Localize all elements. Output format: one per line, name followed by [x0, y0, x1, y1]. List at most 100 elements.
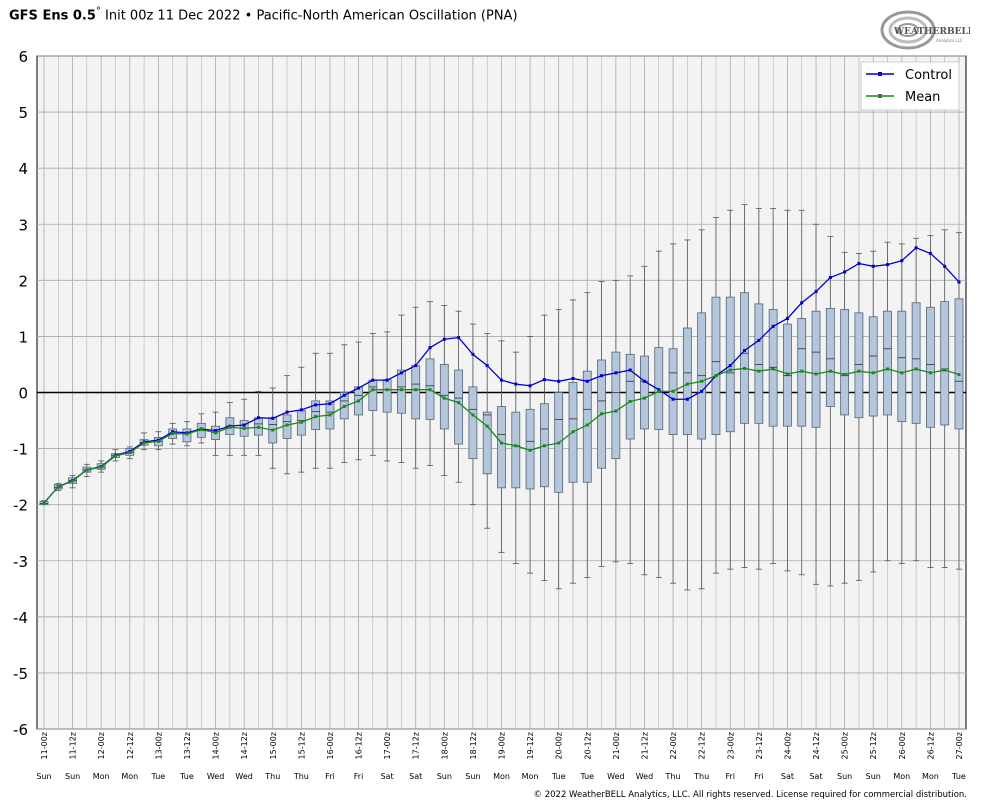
x-tick-label: 17-12z	[412, 732, 421, 759]
product-name: Pacific-North American Oscillation (PNA)	[256, 8, 518, 24]
control-point	[671, 397, 675, 401]
x-day-label: Mon	[121, 772, 138, 781]
control-point	[242, 423, 246, 427]
x-tick-label: 12-00z	[97, 732, 106, 759]
control-point	[500, 378, 503, 382]
mean-point	[471, 413, 475, 417]
x-tick-label: 17-00z	[383, 732, 392, 759]
x-tick-label: 20-12z	[583, 732, 592, 759]
model-name: GFS Ens 0.5	[9, 8, 96, 24]
y-tick-label: 5	[18, 104, 28, 122]
y-tick-label: 1	[18, 328, 28, 346]
mean-point	[156, 439, 160, 443]
x-day-label: Tue	[579, 772, 594, 781]
control-point	[685, 397, 689, 401]
control-point	[614, 371, 618, 375]
x-day-label: Fri	[725, 772, 735, 781]
mean-point	[428, 388, 432, 392]
mean-point	[585, 423, 589, 427]
mean-point	[528, 448, 532, 452]
y-tick-label: -1	[13, 441, 28, 459]
control-point	[371, 378, 375, 382]
box-iqr	[382, 379, 392, 413]
box-iqr	[754, 303, 764, 424]
x-day-label: Sun	[36, 772, 51, 781]
control-point	[285, 410, 289, 414]
series-lines	[42, 246, 961, 505]
box-iqr	[711, 296, 721, 435]
y-tick-label: -4	[13, 609, 28, 627]
mean-point	[514, 444, 518, 448]
box-iqr	[611, 351, 621, 460]
x-tick-label: 23-12z	[755, 732, 764, 759]
x-tick-label: 20-00z	[555, 732, 564, 759]
control-point	[414, 364, 418, 368]
y-tick-label: 2	[18, 272, 28, 290]
x-day-label: Sat	[381, 772, 394, 781]
control-point	[857, 262, 861, 266]
control-point	[571, 376, 575, 380]
init-time: Init 00z 11 Dec 2022	[105, 8, 241, 24]
box-iqr	[940, 301, 950, 426]
x-day-label: Sun	[65, 772, 80, 781]
y-axis: 6 5 4 3 2 1 0 -1 -2 -3 -4 -5 -6	[13, 48, 28, 739]
control-point	[928, 251, 932, 255]
mean-point	[242, 426, 246, 430]
control-point	[485, 364, 489, 368]
mean-point	[657, 389, 661, 393]
box-iqr	[625, 353, 635, 440]
x-tick-label: 27-00z	[955, 732, 964, 759]
control-point	[299, 408, 303, 412]
x-day-label: Sun	[465, 772, 480, 781]
x-tick-label: 26-12z	[926, 732, 935, 759]
mean-point	[171, 431, 175, 435]
control-point	[557, 379, 561, 383]
legend-control-marker	[878, 72, 882, 76]
logo-text: WEATHERBELL	[893, 27, 970, 37]
x-axis: 11-00z Sun 11-12z Sun 12-00z Mon 12-12z Mon 13-0…	[36, 732, 966, 781]
mean-point	[214, 431, 218, 435]
legend: Control Mean	[860, 61, 960, 111]
x-day-label: Sun	[866, 772, 881, 781]
mean-point	[357, 399, 361, 403]
control-point	[457, 336, 461, 340]
control-point	[542, 378, 546, 382]
control-point	[442, 337, 446, 341]
y-tick-label: -6	[13, 721, 28, 739]
mean-point	[757, 369, 761, 373]
box-iqr	[811, 310, 821, 428]
x-tick-label: 24-12z	[812, 732, 821, 759]
box-iqr	[468, 386, 478, 460]
mean-point	[900, 371, 904, 375]
x-day-label: Sat	[781, 772, 794, 781]
control-point	[957, 280, 961, 284]
x-day-label: Mon	[93, 772, 110, 781]
control-point	[642, 379, 646, 383]
x-tick-label: 16-12z	[355, 732, 364, 759]
mean-point	[714, 374, 718, 378]
x-tick-label: 14-12z	[240, 732, 249, 759]
mean-point	[843, 373, 847, 377]
x-tick-label: 15-00z	[269, 732, 278, 759]
box-iqr	[854, 312, 864, 419]
legend-mean-label: Mean	[905, 90, 940, 105]
x-day-label: Tue	[151, 772, 166, 781]
mean-point	[542, 444, 546, 448]
mean-point	[71, 479, 75, 483]
chart-title: GFS Ens 0.5° Init 00z 11 Dec 2022 • Paci…	[9, 6, 518, 23]
box-iqr	[640, 355, 649, 430]
mean-point	[199, 428, 203, 432]
box-iqr	[740, 292, 749, 424]
x-day-label: Wed	[636, 772, 653, 781]
mean-point	[85, 468, 89, 472]
control-point	[428, 346, 432, 350]
mean-point	[743, 366, 747, 370]
box-iqr	[883, 310, 892, 416]
x-tick-label: 12-12z	[126, 732, 135, 759]
control-point	[771, 324, 775, 328]
x-day-label: Sat	[809, 772, 822, 781]
mean-point	[557, 441, 561, 445]
x-tick-label: 14-00z	[212, 732, 221, 759]
x-day-label: Sun	[437, 772, 452, 781]
